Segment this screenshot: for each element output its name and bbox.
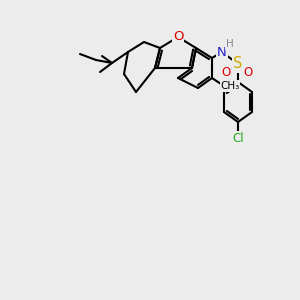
Text: H: H bbox=[226, 39, 234, 49]
Text: O: O bbox=[243, 67, 253, 80]
Text: CH₃: CH₃ bbox=[220, 81, 240, 91]
Text: S: S bbox=[233, 56, 243, 71]
Text: O: O bbox=[173, 31, 183, 44]
Text: Cl: Cl bbox=[232, 131, 244, 145]
Text: O: O bbox=[221, 67, 231, 80]
Text: N: N bbox=[217, 46, 227, 59]
